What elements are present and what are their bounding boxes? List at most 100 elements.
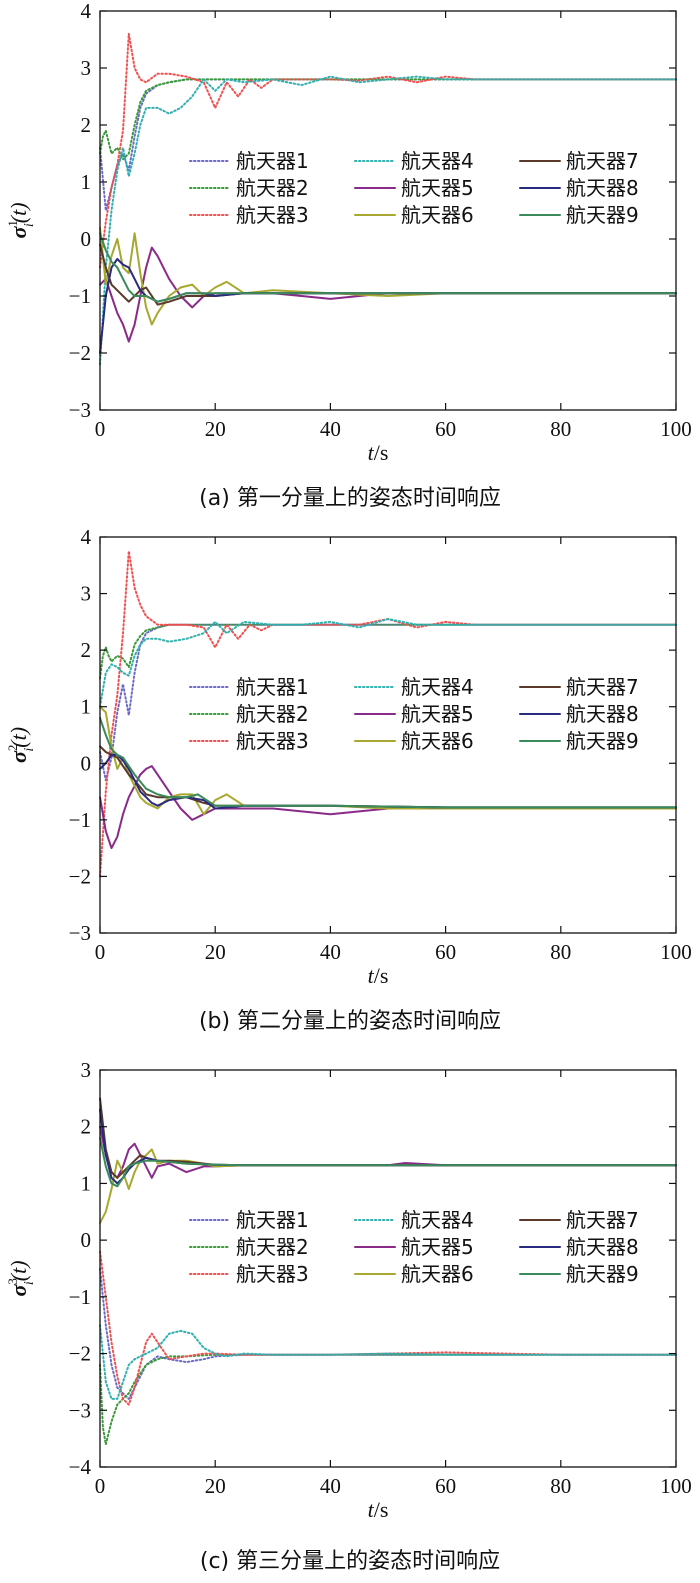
legend-label-5: 航天器5 bbox=[401, 1235, 474, 1259]
x-tick-label: 40 bbox=[320, 417, 341, 441]
y-axis-label-symbol: σ bbox=[6, 1284, 31, 1297]
series-line-9 bbox=[99, 1137, 677, 1188]
legend-label-1: 航天器1 bbox=[236, 149, 309, 173]
x-tick-label: 40 bbox=[320, 1474, 341, 1498]
series-line-4 bbox=[99, 1324, 677, 1400]
x-axis-label-unit: /s bbox=[374, 1497, 389, 1522]
y-tick-label: 0 bbox=[81, 227, 92, 251]
y-tick-label: 1 bbox=[81, 695, 92, 719]
legend-label-9: 航天器9 bbox=[566, 1262, 639, 1286]
y-tick-label: 1 bbox=[81, 170, 92, 194]
legend-label-3: 航天器3 bbox=[236, 729, 309, 753]
y-tick-label: 2 bbox=[81, 1115, 92, 1139]
legend-label-2: 航天器2 bbox=[236, 176, 309, 200]
series-line-9 bbox=[99, 717, 677, 809]
y-axis-label-superscript: 1 bbox=[5, 220, 20, 227]
y-axis-label-arg: (t) bbox=[6, 1260, 31, 1281]
y-tick-label: −3 bbox=[69, 398, 91, 422]
x-axis-label-var: t bbox=[368, 1497, 375, 1522]
legend: 航天器1 航天器4 航天器7 航天器2 航天器5 航天器8 航天器3 航天器6 航天器9 bbox=[189, 675, 639, 753]
y-tick-label: 1 bbox=[81, 1171, 92, 1195]
legend-label-1: 航天器1 bbox=[236, 1208, 309, 1232]
x-axis-label: t/s bbox=[368, 963, 389, 988]
y-axis-label-superscript: 3 bbox=[5, 1278, 20, 1285]
y-tick-label: −3 bbox=[69, 1398, 91, 1422]
series-line-1 bbox=[99, 1267, 677, 1400]
legend-label-4: 航天器4 bbox=[401, 149, 474, 173]
x-tick-label: 80 bbox=[550, 417, 571, 441]
x-tick-label: 20 bbox=[205, 940, 226, 964]
y-tick-label: −1 bbox=[69, 1285, 91, 1309]
legend-label-7: 航天器7 bbox=[566, 675, 639, 699]
x-tick-label: 80 bbox=[550, 940, 571, 964]
y-tick-label: 0 bbox=[81, 1228, 92, 1252]
plot-frame bbox=[99, 1069, 677, 1468]
y-tick-label: 3 bbox=[81, 582, 92, 606]
y-tick-label: 3 bbox=[81, 1058, 92, 1082]
legend-label-7: 航天器7 bbox=[566, 149, 639, 173]
series-lines bbox=[99, 1097, 677, 1446]
y-axis-label: σ1 i(t) bbox=[5, 202, 37, 238]
legend: 航天器1 航天器4 航天器7 航天器2 航天器5 航天器8 航天器3 航天器6 航天器9 bbox=[189, 149, 639, 227]
x-tick-label: 60 bbox=[435, 417, 456, 441]
y-tick-label: −4 bbox=[69, 1455, 92, 1479]
y-axis-label: σ2 i(t) bbox=[5, 727, 37, 763]
series-line-5 bbox=[99, 765, 677, 850]
y-tick-label: −1 bbox=[69, 284, 91, 308]
x-tick-label: 0 bbox=[95, 1474, 106, 1498]
legend-label-6: 航天器6 bbox=[401, 203, 474, 227]
plot-frame bbox=[99, 10, 677, 411]
legend-label-1: 航天器1 bbox=[236, 675, 309, 699]
y-axis-label-arg: (t) bbox=[6, 727, 31, 748]
y-tick-label: −2 bbox=[69, 1342, 91, 1366]
legend-label-3: 航天器3 bbox=[236, 1262, 309, 1286]
series-line-5 bbox=[99, 1125, 677, 1179]
series-line-2 bbox=[99, 623, 677, 680]
y-tick-label: 4 bbox=[81, 525, 92, 549]
legend-label-6: 航天器6 bbox=[401, 729, 474, 753]
legend: 航天器1 航天器4 航天器7 航天器2 航天器5 航天器8 航天器3 航天器6 航天器9 bbox=[189, 1208, 639, 1286]
y-axis-label-subscript: i bbox=[22, 748, 37, 752]
series-line-5 bbox=[99, 246, 677, 343]
y-tick-label: −2 bbox=[69, 341, 91, 365]
y-axis-label-superscript: 2 bbox=[5, 745, 20, 752]
legend-label-8: 航天器8 bbox=[566, 702, 639, 726]
y-axis-label-symbol: σ bbox=[6, 226, 31, 239]
y-axis-label-subscript: i bbox=[22, 1281, 37, 1285]
series-lines bbox=[99, 32, 677, 366]
x-axis-label-var: t bbox=[368, 963, 375, 988]
legend-label-4: 航天器4 bbox=[401, 675, 474, 699]
x-axis-label-unit: /s bbox=[374, 963, 389, 988]
series-line-7 bbox=[99, 745, 677, 809]
x-tick-label: 0 bbox=[95, 940, 106, 964]
legend-label-9: 航天器9 bbox=[566, 729, 639, 753]
legend-label-7: 航天器7 bbox=[566, 1208, 639, 1232]
x-tick-label: 60 bbox=[435, 940, 456, 964]
series-line-8 bbox=[99, 258, 677, 354]
series-line-4 bbox=[99, 75, 677, 366]
x-axis-label: t/s bbox=[368, 1497, 389, 1522]
series-line-6 bbox=[99, 226, 677, 326]
y-tick-label: −3 bbox=[69, 921, 91, 945]
legend-label-8: 航天器8 bbox=[566, 1235, 639, 1259]
series-line-3 bbox=[99, 32, 677, 269]
series-line-8 bbox=[99, 753, 677, 810]
x-tick-label: 80 bbox=[550, 1474, 571, 1498]
x-axis-label-unit: /s bbox=[374, 440, 389, 465]
legend-label-8: 航天器8 bbox=[566, 176, 639, 200]
y-tick-label: 4 bbox=[81, 0, 92, 23]
x-tick-label: 60 bbox=[435, 1474, 456, 1498]
legend-label-5: 航天器5 bbox=[401, 702, 474, 726]
x-tick-label: 40 bbox=[320, 940, 341, 964]
figure-caption: (a) 第一分量上的姿态时间响应 bbox=[199, 486, 501, 511]
figure-caption: (b) 第二分量上的姿态时间响应 bbox=[199, 1009, 501, 1034]
legend-label-2: 航天器2 bbox=[236, 702, 309, 726]
legend-label-3: 航天器3 bbox=[236, 203, 309, 227]
legend-label-5: 航天器5 bbox=[401, 176, 474, 200]
x-tick-label: 100 bbox=[660, 940, 692, 964]
y-tick-label: 3 bbox=[81, 56, 92, 80]
x-axis-label-var: t bbox=[368, 440, 375, 465]
plot-frame bbox=[99, 536, 677, 934]
